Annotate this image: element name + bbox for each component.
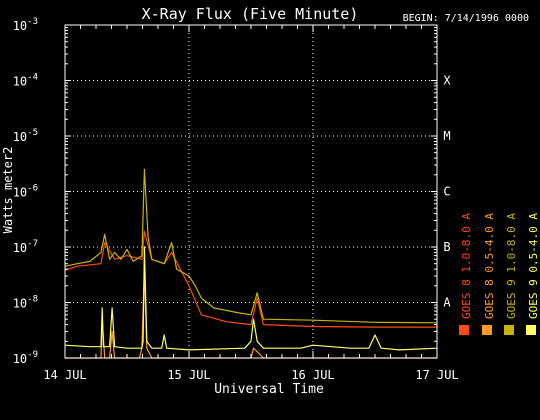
y-tick-label: 10-8 [13, 295, 38, 311]
x-tick-label: 16 JUL [291, 368, 334, 382]
legend-label: GOES 8 1.0-8.0 A [460, 213, 473, 319]
flare-class-label: C [443, 185, 450, 199]
legend-swatch [482, 325, 492, 335]
legend-swatch [504, 325, 514, 335]
legend-label: GOES 8 0.5-4.0 A [483, 213, 496, 319]
flare-class-label: M [443, 129, 450, 143]
series-line [64, 246, 438, 351]
y-tick-label: 10-9 [13, 350, 38, 366]
y-axis-title: Watts meter2 [1, 147, 15, 234]
y-tick-label: 10-6 [13, 184, 38, 200]
legend-label: GOES 9 1.0-8.0 A [505, 213, 518, 319]
legend: GOES 8 1.0-8.0 A GOES 8 0.5-4.0 A GOES 9 1… [459, 213, 540, 335]
begin-date-label: BEGIN: 7/14/1996 0000 [403, 13, 529, 24]
flare-class-label: A [443, 296, 451, 310]
chart-title: X-Ray Flux (Five Minute) [142, 5, 359, 23]
legend-label: GOES 9 0.5-4.0 A [527, 213, 540, 319]
x-axis-ticks: 14 JUL 15 JUL 16 JUL 17 JUL [43, 25, 459, 382]
y-tick-label: 10-7 [13, 239, 38, 255]
flare-class-labels: X M C B A [443, 74, 451, 310]
y-axis-ticks: 10-3 10-4 10-5 10-6 10-7 10-8 10-9 [13, 17, 437, 366]
x-tick-label: 14 JUL [43, 368, 86, 382]
legend-swatch [526, 325, 536, 335]
x-tick-label: 17 JUL [415, 368, 458, 382]
x-axis-title: Universal Time [214, 382, 324, 397]
legend-swatch [459, 325, 469, 335]
series-line [64, 168, 438, 324]
flare-class-label: B [443, 240, 450, 254]
x-tick-label: 15 JUL [167, 368, 210, 382]
flare-class-label: X [443, 74, 451, 88]
y-tick-label: 10-5 [13, 128, 38, 144]
y-tick-label: 10-4 [13, 73, 38, 89]
y-tick-label: 10-3 [13, 17, 38, 33]
